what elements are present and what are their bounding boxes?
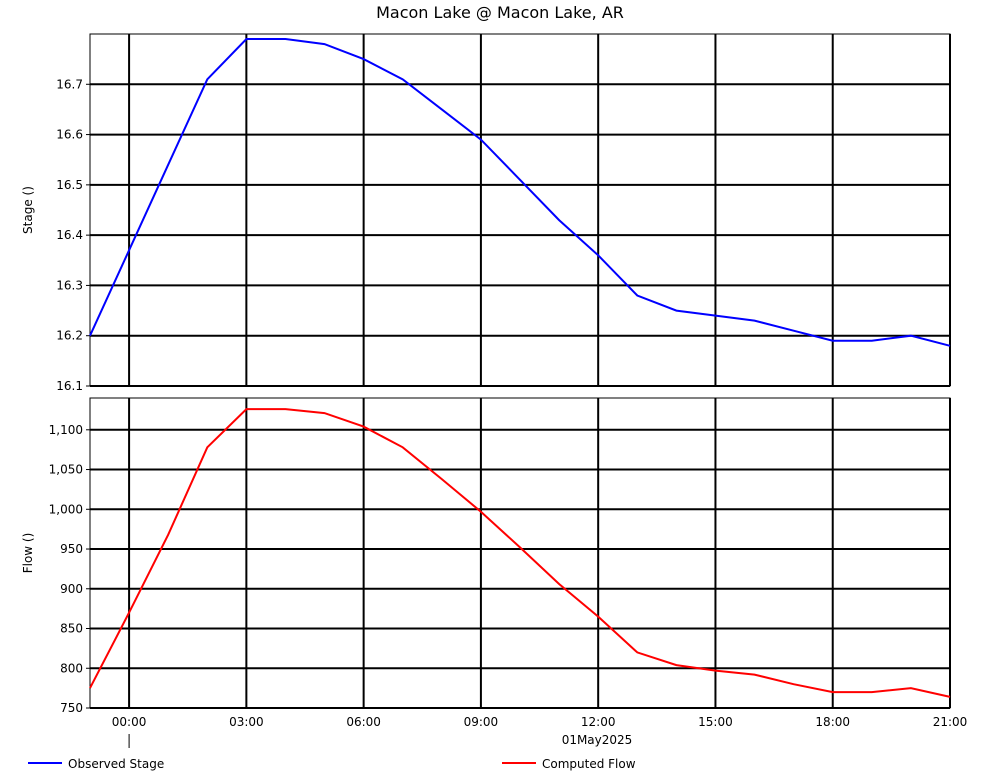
x-tick-label: 18:00 [815,715,850,729]
panel-1-y-axis-label: Flow () [21,533,35,574]
panel-0-y-tick-label: 16.3 [56,278,83,292]
legend-label-observed-stage: Observed Stage [68,757,164,771]
x-date-label: 01May2025 [562,733,633,747]
x-tick-label: 15:00 [698,715,733,729]
panel-1-y-tick-label: 750 [60,701,83,715]
panel-0-frame [89,33,951,387]
x-tick-label: 09:00 [464,715,499,729]
x-tick-label: 12:00 [581,715,616,729]
x-axis-labels: 00:00 03:00 06:00 09:00 12:00 15:00 18:00 21:00 [112,715,968,748]
panel-1-y-tick-label: 850 [60,622,83,636]
x-tick-label: 03:00 [229,715,264,729]
legend-label-computed-flow: Computed Flow [542,757,636,771]
panel-1-y-tick-label: 1,100 [49,423,83,437]
panel-1-y-tick-label: 800 [60,661,83,675]
panel-1-y-tick-label: 950 [60,542,83,556]
panel-0-y-tick-label: 16.4 [56,228,83,242]
panel-1-y-tick-label: 1,000 [49,502,83,516]
panel-1-frame [89,397,951,709]
x-tick-label: 21:00 [933,715,968,729]
series-line-observed-stage [89,38,951,347]
panel-0-y-axis-label: Stage () [21,186,35,234]
flow-panel: 750 800 850 900 950 1,000 1,050 1,100 Flow () [21,397,951,715]
x-tick-label: 06:00 [346,715,381,729]
panel-0-y-tick-label: 16.5 [56,178,83,192]
x-tick-label: 00:00 [112,715,147,729]
panel-1-y-tick-label: 900 [60,582,83,596]
panel-1-y-tick-label: 1,050 [49,463,83,477]
series-line-computed-flow [89,408,951,698]
legend: Observed Stage Computed Flow [28,757,636,771]
panel-0-y-tick-label: 16.6 [56,128,83,142]
panel-0-y-tick-label: 16.2 [56,329,83,343]
chart-title: Macon Lake @ Macon Lake, AR [376,3,624,22]
panel-0-y-tick-label: 16.7 [56,77,83,91]
panel-0-y-tick-label: 16.1 [56,379,83,393]
stage-panel: 16.1 16.2 16.3 16.4 16.5 16.6 16.7 Stage () [21,33,951,393]
